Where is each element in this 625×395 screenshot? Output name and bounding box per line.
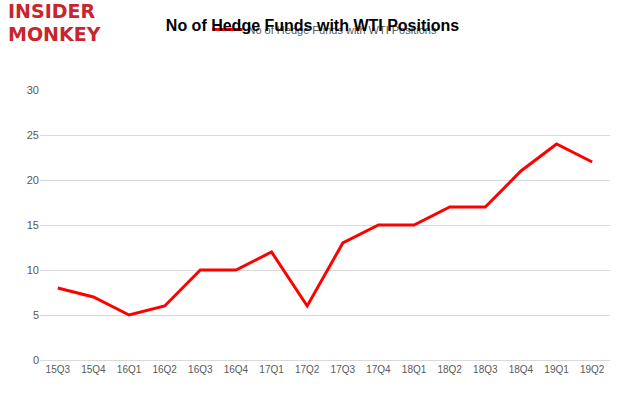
svg-text:10: 10 [27, 264, 39, 276]
svg-text:19Q2: 19Q2 [580, 364, 605, 375]
svg-text:0: 0 [33, 354, 39, 366]
svg-text:16Q4: 16Q4 [224, 364, 249, 375]
svg-text:25: 25 [27, 129, 39, 141]
svg-text:18Q2: 18Q2 [437, 364, 462, 375]
svg-text:17Q3: 17Q3 [331, 364, 356, 375]
svg-text:30: 30 [27, 84, 39, 96]
svg-text:No of Hedge Funds with WTI Pos: No of Hedge Funds with WTI Positions [166, 17, 459, 34]
svg-text:16Q3: 16Q3 [188, 364, 213, 375]
svg-text:16Q2: 16Q2 [152, 364, 177, 375]
svg-text:20: 20 [27, 174, 39, 186]
svg-text:18Q3: 18Q3 [473, 364, 498, 375]
svg-text:15Q4: 15Q4 [81, 364, 106, 375]
svg-text:18Q1: 18Q1 [402, 364, 427, 375]
svg-text:17Q1: 17Q1 [259, 364, 284, 375]
svg-text:No of Hedge Funds with WTI Pos: No of Hedge Funds with WTI Positions [248, 24, 437, 36]
svg-text:16Q1: 16Q1 [117, 364, 142, 375]
svg-text:MONKEY: MONKEY [8, 23, 101, 45]
svg-text:17Q4: 17Q4 [366, 364, 391, 375]
svg-text:17Q2: 17Q2 [295, 364, 320, 375]
svg-text:19Q1: 19Q1 [544, 364, 569, 375]
svg-text:INSIDER: INSIDER [8, 0, 95, 22]
svg-text:15Q3: 15Q3 [46, 364, 71, 375]
svg-text:18Q4: 18Q4 [509, 364, 534, 375]
svg-text:15: 15 [27, 219, 39, 231]
svg-text:5: 5 [33, 309, 39, 321]
